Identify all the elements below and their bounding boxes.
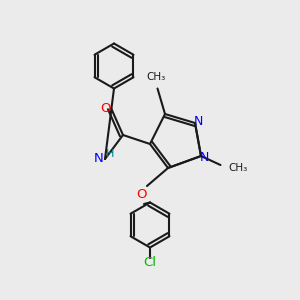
Text: N: N [200,151,209,164]
Text: CH₃: CH₃ [146,73,166,82]
Text: CH₃: CH₃ [228,163,247,173]
Text: O: O [136,188,147,202]
Text: O: O [100,101,111,115]
Text: N: N [194,115,203,128]
Text: Cl: Cl [143,256,157,269]
Text: N: N [94,152,103,165]
Text: H: H [106,149,115,160]
